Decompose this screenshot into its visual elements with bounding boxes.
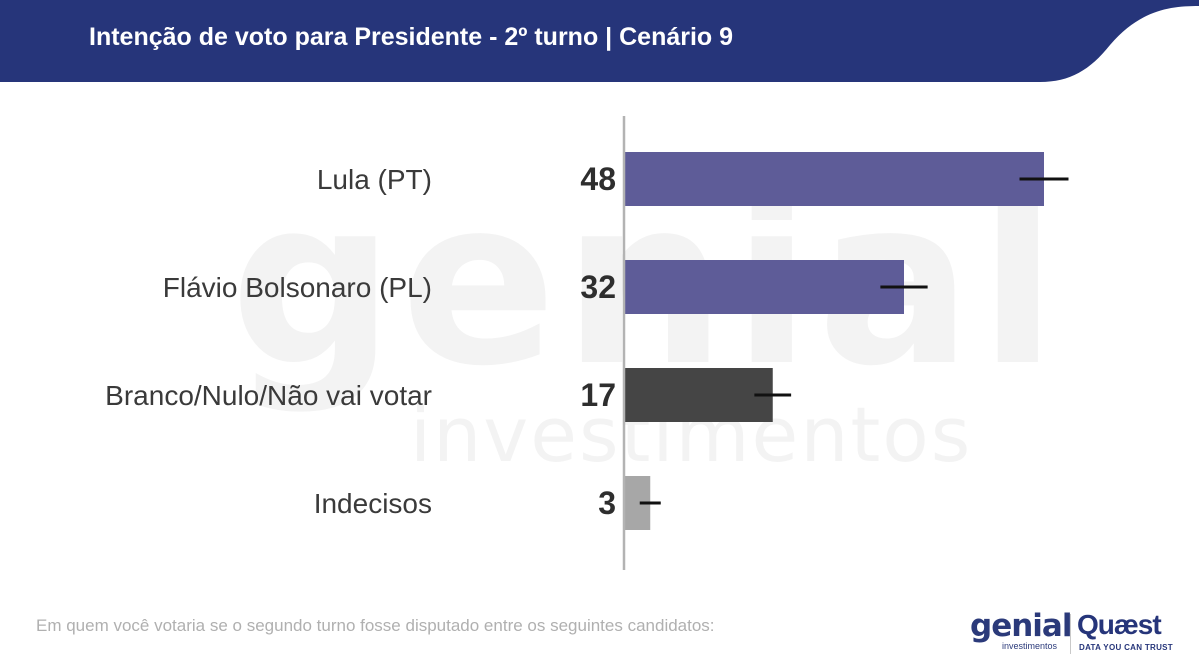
category-label: Indecisos <box>314 488 432 519</box>
quaest-logo-tagline: DATA YOU CAN TRUST <box>1079 643 1173 652</box>
header-banner: Intenção de voto para Presidente - 2º tu… <box>0 0 1199 82</box>
value-label: 17 <box>580 377 616 413</box>
value-label: 32 <box>580 269 616 305</box>
quaest-logo-word: Quæst <box>1077 609 1162 640</box>
category-label: Branco/Nulo/Não vai votar <box>105 380 432 411</box>
bar <box>624 152 1044 206</box>
quaest-logo: Quæst DATA YOU CAN TRUST <box>1077 609 1173 656</box>
genial-logo-sub: investimentos <box>1002 641 1058 651</box>
category-label: Flávio Bolsonaro (PL) <box>163 272 432 303</box>
question-footnote: Em quem você votaria se o segundo turno … <box>36 616 715 635</box>
value-label: 48 <box>580 161 616 197</box>
genial-logo: genial investimentos <box>970 608 1072 656</box>
logo-divider <box>1070 614 1071 654</box>
genial-logo-word: genial <box>970 608 1072 644</box>
header-background <box>0 0 1199 82</box>
bar <box>624 260 904 314</box>
bar-chart: 48 Lula (PT) 32 Flávio Bolsonaro (PL) 17 Bran… <box>105 116 1069 570</box>
page-title: Intenção de voto para Presidente - 2º tu… <box>89 23 734 51</box>
bar <box>624 368 773 422</box>
value-label: 3 <box>598 485 616 521</box>
category-label: Lula (PT) <box>317 164 432 195</box>
